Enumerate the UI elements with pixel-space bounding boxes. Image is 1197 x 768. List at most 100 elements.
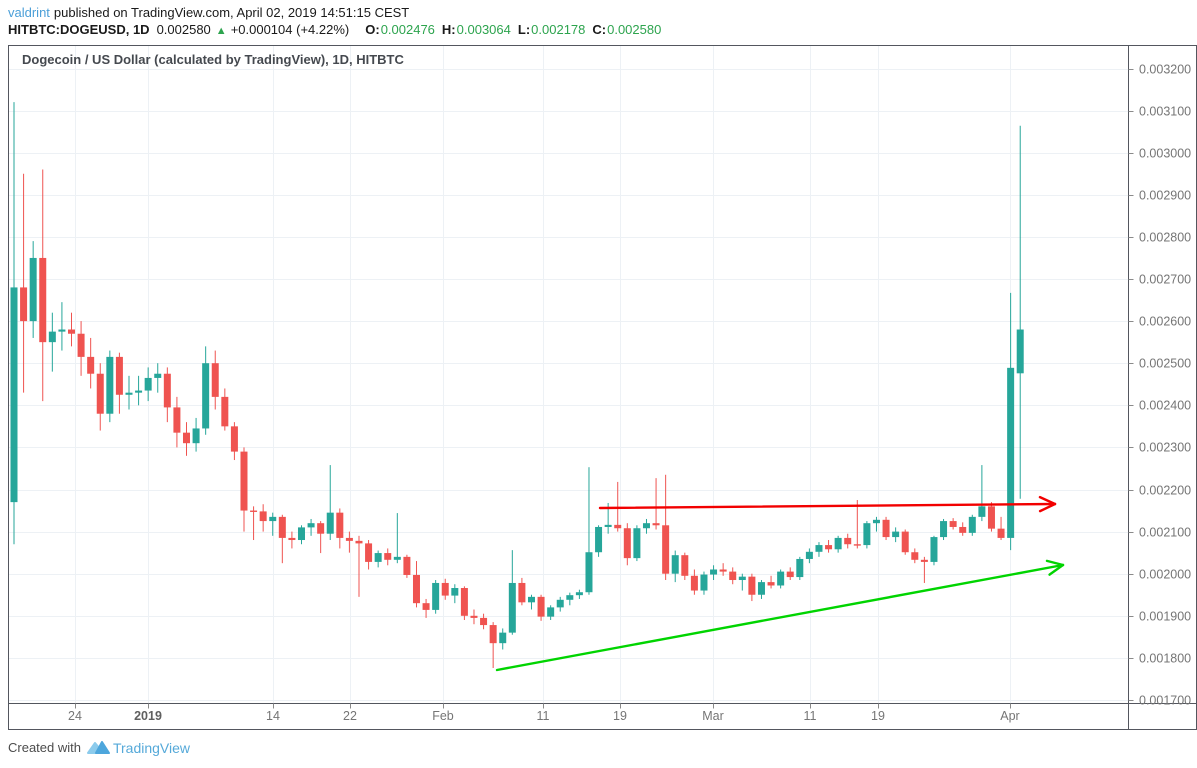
candle-body: [144, 377, 152, 391]
candle-body: [460, 588, 468, 616]
candle-body: [499, 632, 507, 644]
support-arrow-head: [1045, 559, 1065, 567]
candle-body: [633, 528, 641, 559]
candle-body: [29, 257, 37, 322]
candle-body: [403, 556, 411, 575]
candle-body: [240, 451, 248, 511]
candle-body: [585, 552, 593, 593]
chart-plot-area[interactable]: [9, 46, 1129, 704]
candle-body: [345, 537, 353, 541]
support-arrow[interactable]: [495, 563, 1065, 672]
price-tick-label: 0.001800: [1139, 652, 1191, 666]
candle-body: [777, 571, 785, 586]
candle-body: [853, 544, 861, 546]
tradingview-brand-link[interactable]: TradingView: [112, 739, 191, 756]
time-axis-labels: 24 2019 14 22 Feb 11 19 Mar 11 19 Apr: [68, 703, 1020, 723]
candle-body: [508, 582, 516, 633]
candle-body: [547, 607, 555, 617]
candle-body: [250, 510, 258, 512]
candle-body: [211, 363, 219, 397]
candle-body: [671, 555, 679, 574]
candle-body: [920, 559, 928, 562]
time-tick-label: Mar: [702, 709, 724, 723]
candle-body: [115, 356, 123, 395]
candle-body: [135, 390, 143, 393]
price-tick-label: 0.003200: [1139, 63, 1191, 77]
price-tick-label: 0.002300: [1139, 441, 1191, 455]
candle-body: [805, 551, 813, 559]
candle-body: [384, 553, 392, 560]
candle-body: [614, 524, 622, 529]
price-tick-label: 0.003000: [1139, 147, 1191, 161]
candle-body: [595, 526, 603, 553]
trendlines: [495, 495, 1065, 672]
candle-body: [959, 526, 967, 533]
time-tick-label: Feb: [432, 709, 454, 723]
close-label: C:: [592, 22, 607, 37]
open-label: O:: [365, 22, 380, 37]
candle-body: [575, 592, 583, 596]
time-tick-label: 11: [804, 709, 817, 723]
candle-body: [393, 556, 401, 560]
candle-body: [623, 528, 631, 559]
candle-body: [844, 537, 852, 545]
candle-body: [20, 287, 28, 322]
candle-body: [202, 363, 210, 429]
grid-lines: [8, 45, 1129, 704]
resistance-arrow[interactable]: [598, 502, 1057, 510]
candle-body: [259, 511, 267, 522]
candle-body: [518, 582, 526, 603]
high-value: 0.003064: [456, 22, 511, 37]
price-tick-label: 0.003100: [1139, 105, 1191, 119]
candle-body: [221, 396, 229, 427]
time-tick-label: 11: [537, 709, 550, 723]
candle-body: [690, 575, 698, 591]
candle-body: [317, 523, 325, 534]
candle-body: [230, 426, 238, 452]
candle-body: [700, 574, 708, 591]
candle-body: [537, 596, 545, 617]
price-change: +0.000104 (+4.22%): [230, 22, 350, 37]
candle-body: [748, 576, 756, 595]
candle-body: [77, 333, 85, 357]
last-price: 0.002580: [156, 22, 211, 37]
high-label: H:: [441, 22, 456, 37]
candle-body: [480, 617, 488, 626]
candle-body: [786, 571, 794, 578]
candle-body: [163, 373, 171, 408]
price-tick-label: 0.002600: [1139, 315, 1191, 329]
price-tick-label: 0.002000: [1139, 568, 1191, 582]
author-username-link[interactable]: valdrint: [8, 5, 50, 20]
candle-body: [892, 531, 900, 538]
resistance-arrow-head: [1038, 502, 1057, 513]
candle-body: [710, 569, 718, 575]
candle-body: [834, 537, 842, 550]
time-tick-label: 22: [343, 709, 357, 723]
open-value: 0.002476: [380, 22, 435, 37]
candle-body: [432, 582, 440, 610]
support-arrow-head: [1048, 563, 1065, 576]
candle-body: [365, 543, 373, 562]
candle-body: [87, 356, 95, 374]
candle-body: [173, 407, 181, 433]
attribution-footer: Created with TradingView: [8, 739, 190, 756]
candle-body: [949, 521, 957, 527]
candle-body: [642, 523, 650, 529]
candle-body: [154, 373, 162, 378]
candle-body: [527, 596, 535, 603]
price-tick-label: 0.001700: [1139, 694, 1191, 708]
price-tick-label: 0.002400: [1139, 399, 1191, 413]
candle-body: [355, 540, 363, 544]
candle-body: [911, 552, 919, 560]
candle-body: [67, 329, 75, 334]
candle-body: [96, 373, 104, 414]
time-tick-label: 19: [871, 709, 885, 723]
candle-body: [326, 512, 334, 534]
tradingview-logo-icon: [86, 741, 110, 754]
candle-body: [872, 519, 880, 524]
candle-body: [10, 287, 18, 503]
candle-body: [374, 553, 382, 562]
candle-body: [566, 595, 574, 600]
